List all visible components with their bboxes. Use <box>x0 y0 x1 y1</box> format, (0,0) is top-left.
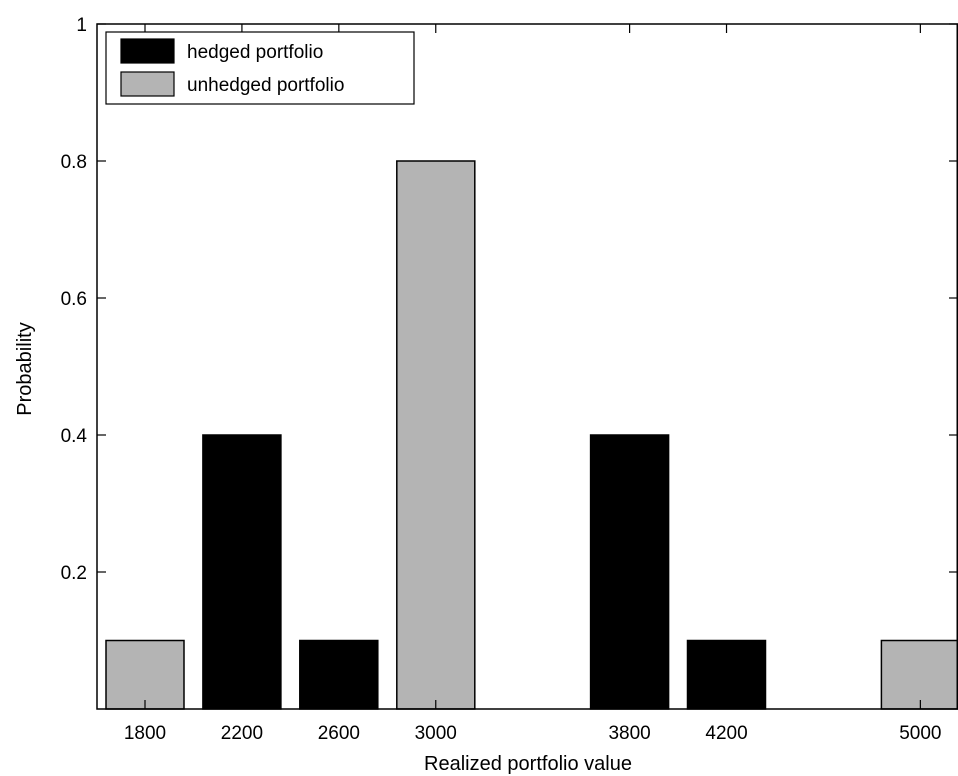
y-tick-label: 0.8 <box>61 152 87 173</box>
legend-label: hedged portfolio <box>187 42 323 63</box>
x-axis-title: Realized portfolio value <box>424 753 632 775</box>
x-tick-label: 5000 <box>899 723 941 744</box>
x-tick-label: 2600 <box>318 723 360 744</box>
bar-unhedged-5000 <box>880 639 958 710</box>
legend-swatch <box>120 38 175 64</box>
bar-hedged-4200 <box>686 639 767 710</box>
bar-hedged-3800 <box>589 434 670 710</box>
x-tick-label: 4200 <box>705 723 747 744</box>
y-axis-title: Probability <box>14 322 36 415</box>
bar-unhedged-3000 <box>396 160 476 710</box>
x-tick-label: 3000 <box>415 723 457 744</box>
bar-unhedged-1800 <box>105 639 185 710</box>
plot-frame <box>96 23 958 710</box>
legend-label: unhedged portfolio <box>187 75 344 96</box>
legend-swatch <box>120 71 175 97</box>
x-tick-label: 2200 <box>221 723 263 744</box>
y-tick-label: 0.2 <box>61 563 87 584</box>
axes-box <box>96 23 958 710</box>
bar-hedged-2600 <box>299 639 379 710</box>
axis-ticks: 0.2 0.4 0.6 0.8 1 1800 2200 2600 3000 3800 4200 500… <box>61 15 958 744</box>
bars <box>105 160 958 710</box>
legend: hedged portfolio unhedged portfolio <box>105 31 415 105</box>
x-tick-label: 3800 <box>608 723 650 744</box>
bar-hedged-2200 <box>202 434 282 710</box>
y-tick-label: 0.4 <box>61 426 88 447</box>
y-tick-label: 1 <box>76 15 87 36</box>
y-tick-label: 0.6 <box>61 289 87 310</box>
x-tick-label: 1800 <box>124 723 166 744</box>
